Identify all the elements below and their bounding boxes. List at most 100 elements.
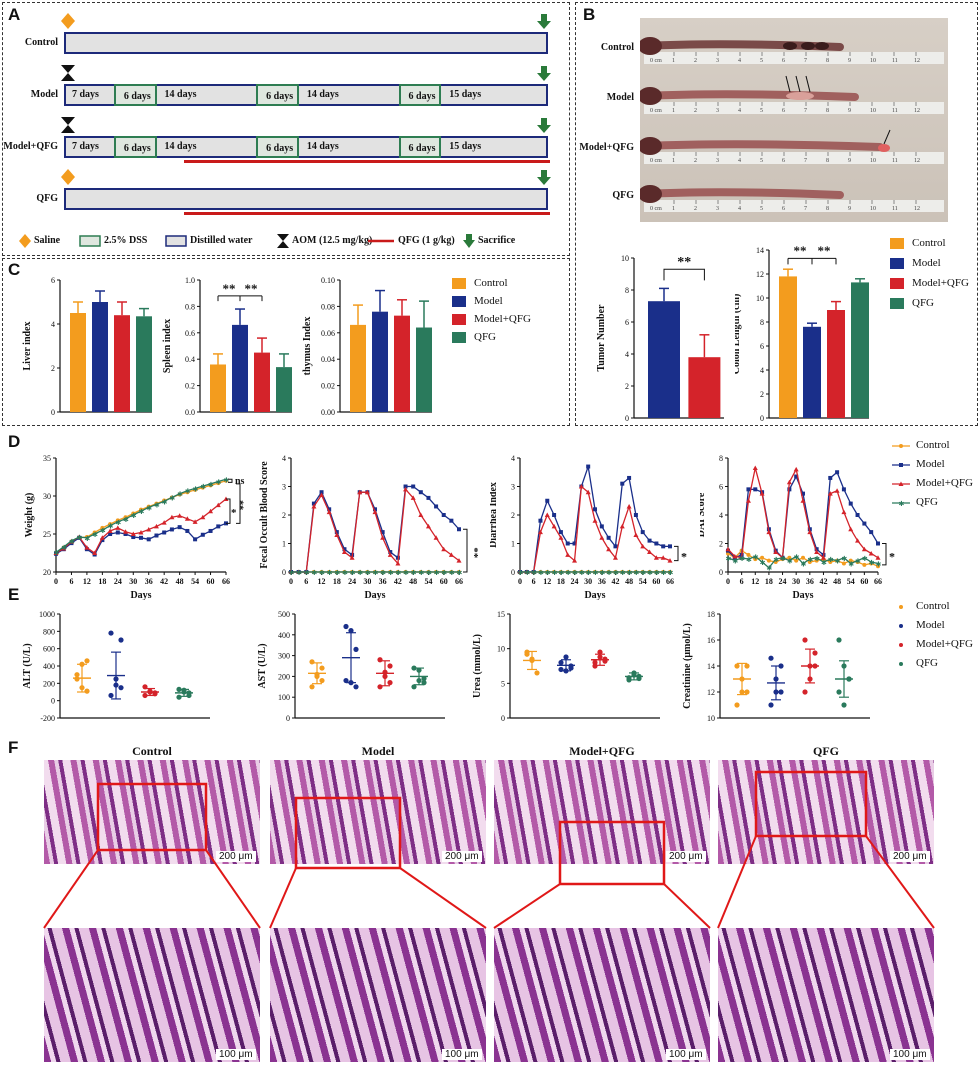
y-tick-label: 0.06	[321, 329, 335, 338]
colon-photo-drawing: 0 cm 1 2 3 4 5 6 7 8 9 10 11 120 cm 1 2 3 4 5 6 7 8 9 10 11 120 …	[640, 37, 944, 212]
point-marker: ✱	[807, 556, 813, 564]
point-marker: ✱	[599, 569, 605, 577]
point-marker	[899, 643, 903, 647]
point-marker	[177, 525, 182, 530]
aom-icon	[61, 117, 75, 133]
bar-modelqfg	[688, 357, 721, 418]
data-point	[118, 637, 124, 643]
point-marker	[131, 535, 136, 540]
point-marker	[311, 501, 316, 506]
y-tick-label: 300	[278, 652, 290, 661]
y-tick-label: 0	[719, 568, 723, 577]
y-tick-label: 4	[760, 366, 764, 375]
point-marker	[633, 513, 638, 517]
ruler-label: 4	[738, 108, 741, 114]
x-axis-label: Days	[364, 590, 385, 600]
legend-swatch	[452, 314, 466, 325]
data-point	[343, 623, 349, 630]
point-marker: ✱	[661, 569, 667, 577]
ruler-label: 10	[870, 58, 876, 64]
point-marker	[841, 509, 847, 515]
point-marker	[647, 549, 653, 555]
point-marker	[153, 523, 159, 529]
x-tick-label: 12	[543, 577, 551, 586]
colon-row-label: Model	[606, 92, 634, 103]
ruler-label: 3	[716, 108, 719, 114]
sacrifice-icon	[537, 14, 551, 29]
point-marker	[654, 541, 659, 546]
y-tick-label: 0.2	[185, 382, 195, 391]
y-tick-label: -200	[40, 714, 55, 723]
y-tick-label: 0.04	[321, 355, 335, 364]
timeline-bar: 7 days 6 days 14 days 6 days 14 days 6 days 15…	[64, 136, 548, 158]
y-tick-label: 6	[625, 318, 629, 327]
x-tick-label: 54	[847, 577, 855, 586]
ruler-label: 7	[804, 108, 807, 114]
panel-letter-f: F	[8, 738, 19, 757]
point-marker	[745, 498, 751, 503]
histology-zoom-image	[718, 928, 934, 1062]
data-point	[558, 659, 564, 666]
point-marker	[606, 546, 612, 552]
timeline-row-label: Model+QFG	[3, 141, 58, 152]
point-marker: ✱	[899, 500, 905, 508]
zoom-connector	[269, 867, 297, 929]
x-tick-label: 60	[207, 577, 215, 586]
point-marker	[855, 513, 860, 517]
y-tick-label: 8	[719, 454, 723, 463]
point-marker	[92, 550, 98, 555]
legend-swatch	[890, 278, 904, 289]
x-tick-label: 24	[114, 577, 122, 586]
x-tick-label: 30	[584, 577, 592, 586]
point-marker: ✱	[208, 481, 214, 489]
point-marker: ✱	[531, 569, 537, 577]
cecum	[640, 185, 662, 203]
point-marker	[834, 488, 840, 493]
tumor-number-chart: 0 2 4 6 8 10 Tumor Number **	[596, 254, 724, 423]
sig-bracket	[463, 528, 468, 573]
legend-label: Control	[916, 600, 950, 612]
legend-marker-icon	[892, 444, 910, 448]
significance-label: **	[677, 255, 691, 270]
data-point	[84, 658, 90, 664]
saline-legend-icon	[19, 234, 31, 248]
point-marker	[606, 535, 611, 540]
point-marker: ✱	[787, 558, 793, 566]
sig-label: **	[233, 500, 244, 510]
x-tick-label: 30	[363, 577, 371, 586]
legend-label: Model+QFG	[916, 477, 973, 489]
point-marker: ✱	[77, 534, 83, 542]
point-marker: ✱	[131, 512, 137, 520]
ruler-label: 8	[826, 158, 829, 164]
ruler-label: 8	[826, 108, 829, 114]
ruler-label: 7	[804, 58, 807, 64]
point-marker	[146, 526, 152, 532]
sig-label: *	[681, 550, 687, 564]
timeline-segment: 14 days	[306, 141, 339, 152]
timeline-segment: 15 days	[449, 141, 482, 152]
data-point	[841, 702, 847, 708]
point-marker	[828, 475, 833, 480]
point-marker	[835, 470, 840, 475]
sig-bracket	[882, 543, 887, 566]
legend-label: QFG	[912, 297, 935, 309]
point-marker	[786, 479, 792, 485]
legend-label: Model+QFG	[912, 277, 969, 289]
y-tick-label: 0.6	[185, 329, 195, 338]
point-marker: ✱	[558, 569, 564, 577]
y-tick-label: 1	[511, 540, 515, 549]
point-marker: ✱	[835, 558, 841, 566]
point-marker: ✱	[146, 504, 152, 512]
tumor	[786, 92, 814, 100]
y-tick-label: 1	[282, 540, 286, 549]
x-tick-label: 6	[69, 577, 73, 586]
point-marker	[848, 558, 853, 563]
point-marker: ✱	[524, 569, 530, 577]
ruler-label: 12	[914, 58, 920, 64]
ruler-label: 4	[738, 58, 741, 64]
colon-photo-background: 0 cm 1 2 3 4 5 6 7 8 9 10 11 12 0 cm 1 2 3 4 5 6 7 8 9 10 11 12 0 …	[640, 18, 948, 222]
point-marker: ✱	[373, 569, 379, 577]
point-marker: ✱	[869, 559, 875, 567]
